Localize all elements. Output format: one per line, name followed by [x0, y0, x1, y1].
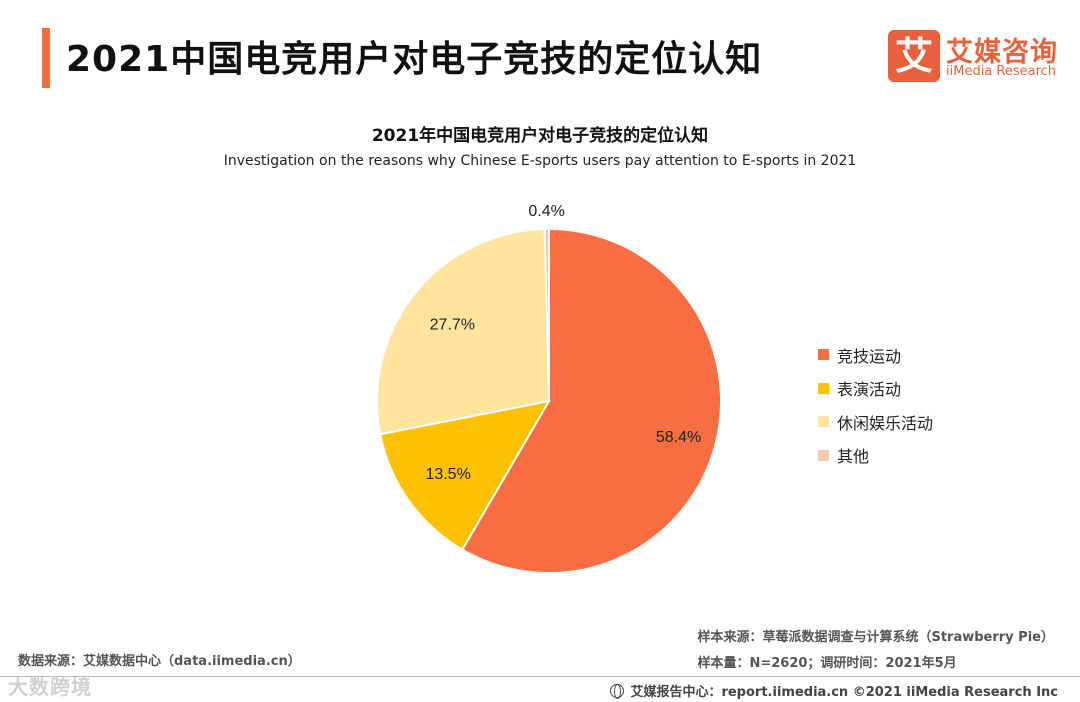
legend-item: 表演活动 — [818, 372, 933, 406]
page-title: 2021中国电竞用户对电子竞技的定位认知 — [66, 39, 763, 80]
brand-logo-icon: 艾 — [888, 30, 940, 82]
sample-source: 样本来源：草莓派数据调查与计算系统（Strawberry Pie） — [697, 630, 1054, 645]
legend-label: 竞技运动 — [837, 346, 902, 366]
pie-slice-1 — [461, 227, 722, 574]
footer-text[interactable]: 艾媒报告中心：report.iimedia.cn ©2021 iiMedia R… — [630, 685, 1058, 700]
legend-label: 休闲娱乐活动 — [837, 413, 934, 433]
footer-divider — [0, 676, 1080, 677]
legend-label: 其他 — [837, 447, 870, 467]
legend-swatch — [818, 382, 829, 394]
pie-slice-3 — [376, 228, 551, 436]
footer: 艾媒报告中心：report.iimedia.cn ©2021 iiMedia R… — [610, 681, 1058, 700]
pie-data-label: 0.4% — [528, 203, 564, 220]
pie-data-label: 13.5% — [425, 466, 470, 483]
pie-data-label: 27.7% — [430, 317, 475, 334]
legend-label: 表演活动 — [837, 380, 902, 400]
sample-size: 样本量：N=2620；调研时间：2021年5月 — [697, 656, 957, 671]
chart-title: 2021年中国电竞用户对电子竞技的定位认知 — [371, 126, 709, 146]
data-source: 数据来源：艾媒数据中心（data.iimedia.cn） — [18, 654, 301, 669]
watermark: 大数跨境 — [8, 675, 92, 699]
chart-subtitle: Investigation on the reasons why Chinese… — [223, 153, 857, 169]
pie-slice-2 — [379, 399, 551, 551]
brand-name-cn: 艾媒咨询 — [946, 37, 1058, 68]
chart-legend: 竞技运动 表演活动 休闲娱乐活动 其他 — [818, 338, 933, 472]
legend-item: 竞技运动 — [818, 338, 933, 372]
brand-name-en: iiMedia Research — [946, 64, 1057, 79]
brand-logo[interactable]: 艾 艾媒咨询 iiMedia Research — [888, 30, 1068, 84]
legend-swatch — [818, 349, 829, 361]
sample-info: 样本来源：草莓派数据调查与计算系统（Strawberry Pie） 样本量：N=… — [697, 626, 1054, 678]
legend-swatch — [818, 416, 829, 428]
legend-item: 休闲娱乐活动 — [818, 405, 933, 439]
title-accent-bar — [42, 28, 50, 88]
globe-icon — [610, 683, 625, 699]
pie-slice-4 — [543, 227, 550, 402]
pie-data-label: 58.4% — [656, 429, 701, 446]
legend-item: 其他 — [818, 439, 933, 473]
legend-swatch — [818, 449, 829, 461]
